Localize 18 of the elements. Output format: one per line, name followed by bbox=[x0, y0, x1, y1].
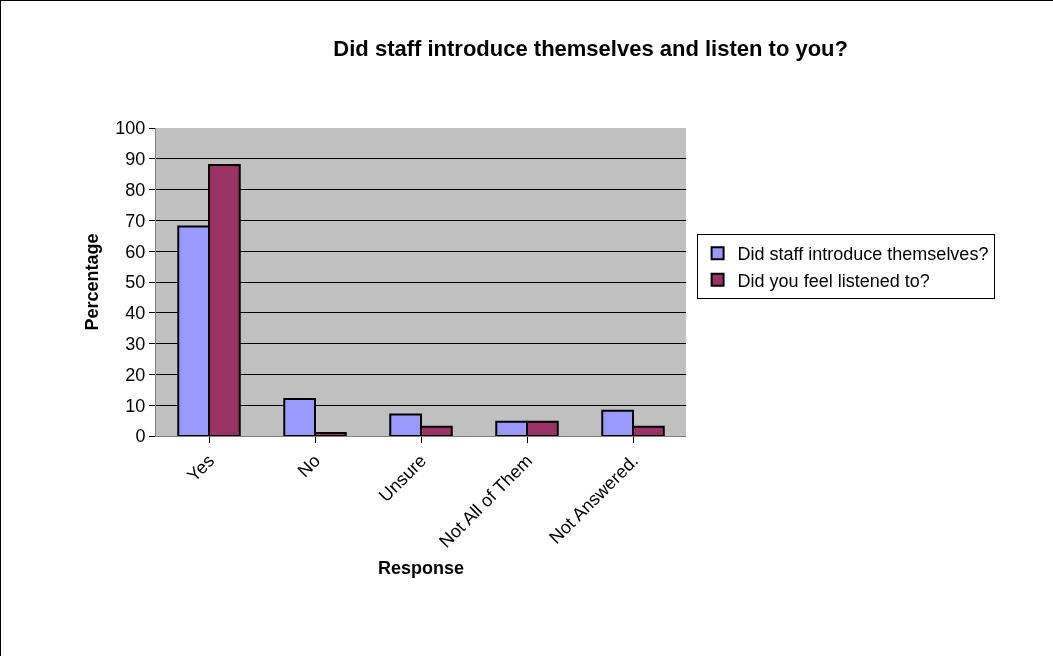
y-tick-label: 60 bbox=[125, 241, 146, 262]
y-tick-label: 30 bbox=[125, 333, 146, 354]
x-axis-title: Response bbox=[377, 557, 465, 578]
y-tick-label: 50 bbox=[125, 272, 146, 293]
chart-title: Did staff introduce themselves and listen to you? bbox=[333, 35, 848, 61]
y-tick-label: 0 bbox=[135, 426, 146, 447]
y-tick-label: 40 bbox=[125, 303, 146, 324]
legend-label: Did staff introduce themselves? bbox=[737, 244, 989, 265]
x-tick-label: No bbox=[293, 450, 325, 482]
y-tick-label: 90 bbox=[125, 149, 146, 170]
x-tick-label: Yes bbox=[183, 450, 219, 486]
legend-label: Did you feel listened to? bbox=[737, 270, 930, 291]
y-tick-label: 100 bbox=[115, 118, 146, 139]
y-tick-label: 70 bbox=[125, 210, 146, 231]
y-tick-label: 10 bbox=[125, 395, 146, 416]
y-tick-label: 20 bbox=[125, 364, 146, 385]
y-axis-title: Percentage bbox=[81, 233, 102, 331]
y-tick-label: 80 bbox=[125, 179, 146, 200]
